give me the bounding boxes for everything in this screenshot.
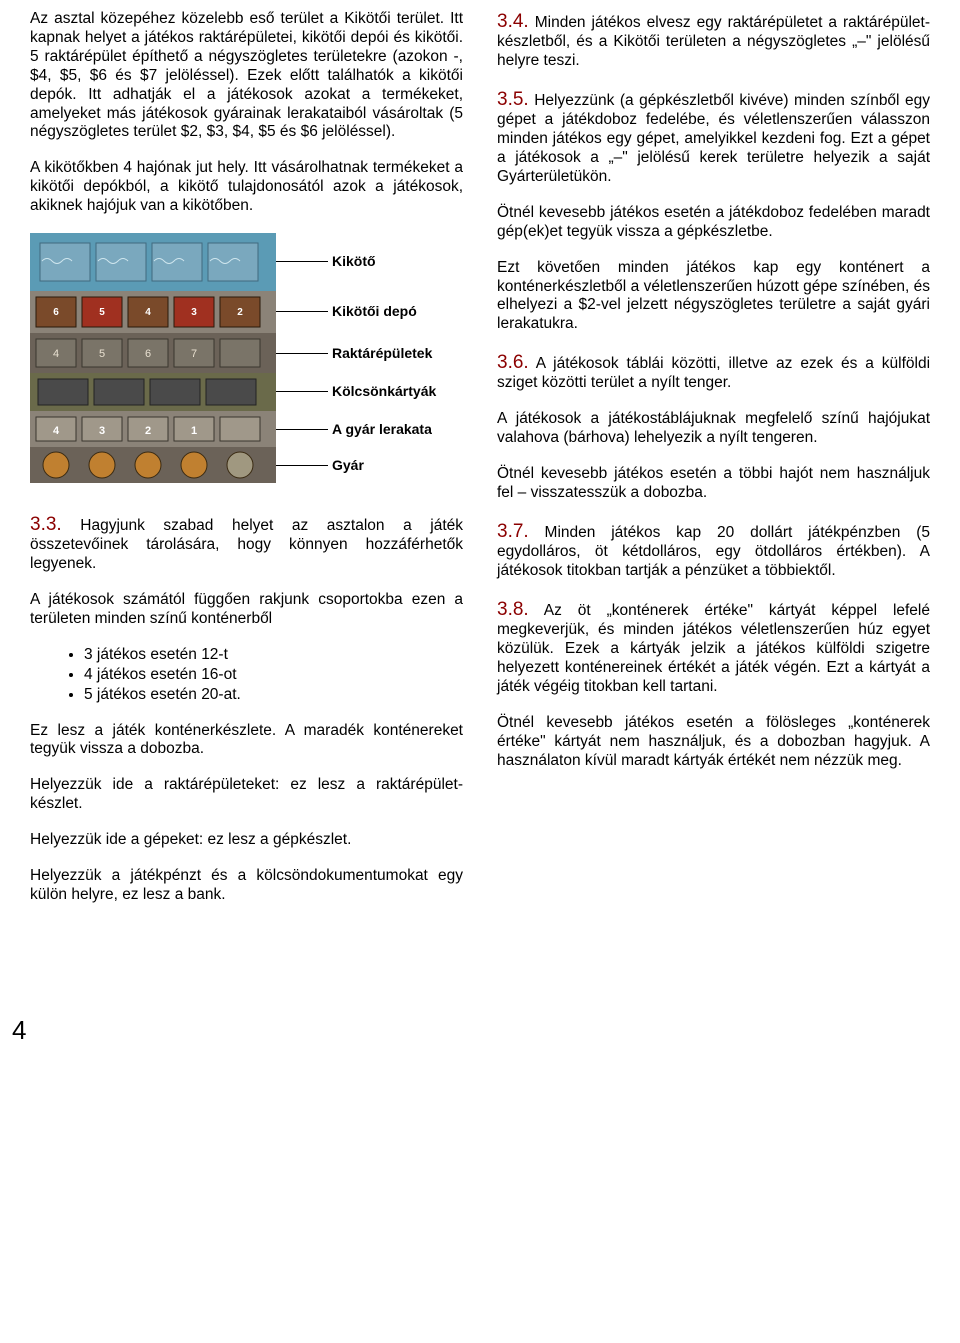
section-3-3-d: Helyezzük ide a raktárépületeket: ez les… [30, 776, 463, 814]
section-3-3-f: Helyezzük a játékpénzt és a kölcsöndokum… [30, 867, 463, 905]
svg-text:4: 4 [53, 348, 59, 360]
svg-text:4: 4 [53, 425, 60, 437]
list-item: 5 játékos esetén 20-at. [84, 686, 463, 705]
text-3-5-a: Helyezzünk (a gépkészletből kivéve) mind… [497, 92, 930, 185]
intro-para-1: Az asztal közepéhez közelebb eső terület… [30, 10, 463, 142]
num-3-6: 3.6. [497, 352, 529, 373]
svg-text:6: 6 [145, 348, 151, 360]
label-raktar: Raktárépületek [332, 345, 432, 362]
list-item: 3 játékos esetén 12-t [84, 646, 463, 665]
num-3-5: 3.5. [497, 89, 529, 110]
section-3-8-b: Ötnél kevesebb játékos esetén a fölösleg… [497, 714, 930, 771]
section-3-3-b: A játékosok számától függően rakjunk cso… [30, 591, 463, 629]
num-3-8: 3.8. [497, 599, 529, 620]
svg-text:4: 4 [145, 307, 151, 318]
section-3-6-a: 3.6. A játékosok táblái közötti, illetve… [497, 351, 930, 393]
label-kikoto: Kikötő [332, 253, 376, 270]
section-3-7: 3.7. Minden játékos kap 20 dollárt játék… [497, 520, 930, 581]
svg-text:5: 5 [99, 307, 105, 318]
svg-text:6: 6 [53, 307, 59, 318]
section-3-6-c: Ötnél kevesebb játékos esetén a többi ha… [497, 465, 930, 503]
text-3-8-a: Az öt „konténerek értéke" kártyát képpel… [497, 602, 930, 695]
text-3-4: Minden játékos elvesz egy raktárépületet… [497, 14, 930, 69]
section-3-8-a: 3.8. Az öt „konténerek értéke" kártyát k… [497, 598, 930, 697]
svg-text:2: 2 [145, 425, 151, 437]
label-gyar: Gyár [332, 457, 364, 474]
svg-text:1: 1 [191, 425, 197, 437]
label-kikotoi-depo: Kikötői depó [332, 303, 417, 320]
text-3-6-a: A játékosok táblái közötti, illetve az e… [497, 355, 930, 391]
section-3-4: 3.4. Minden játékos elvesz egy raktárépü… [497, 10, 930, 71]
page-number: 4 [12, 1015, 463, 1047]
board-diagram: 6 5 4 3 2 4 [30, 233, 463, 483]
text-3-3: Hagyjunk szabad helyet az asztalon a ját… [30, 517, 463, 572]
svg-text:3: 3 [99, 425, 105, 437]
section-3-3: 3.3. Hagyjunk szabad helyet az asztalon … [30, 513, 463, 574]
section-3-5-b: Ötnél kevesebb játékos esetén a játékdob… [497, 204, 930, 242]
label-lerakat: A gyár lerakata [332, 421, 432, 438]
board-svg: 6 5 4 3 2 4 [30, 233, 276, 483]
num-3-7: 3.7. [497, 521, 529, 542]
label-kolcson: Kölcsönkártyák [332, 383, 436, 400]
num-3-3: 3.3. [30, 514, 62, 535]
container-count-list: 3 játékos esetén 12-t 4 játékos esetén 1… [84, 646, 463, 705]
section-3-5-c: Ezt követően minden játékos kap egy kont… [497, 259, 930, 335]
svg-text:3: 3 [191, 307, 197, 318]
intro-para-2: A kikötőkben 4 hajónak jut hely. Itt vás… [30, 159, 463, 216]
section-3-3-c: Ez lesz a játék konténerkészlete. A mara… [30, 722, 463, 760]
svg-text:7: 7 [191, 348, 197, 360]
svg-text:2: 2 [237, 307, 243, 318]
section-3-5-a: 3.5. Helyezzünk (a gépkészletből kivéve)… [497, 88, 930, 187]
section-3-3-e: Helyezzük ide a gépeket: ez lesz a gépké… [30, 831, 463, 850]
section-3-6-b: A játékosok a játékostáblájuknak megfele… [497, 410, 930, 448]
list-item: 4 játékos esetén 16-ot [84, 666, 463, 685]
num-3-4: 3.4. [497, 11, 529, 32]
svg-text:5: 5 [99, 348, 105, 360]
text-3-7: Minden játékos kap 20 dollárt játékpénzb… [497, 524, 930, 579]
